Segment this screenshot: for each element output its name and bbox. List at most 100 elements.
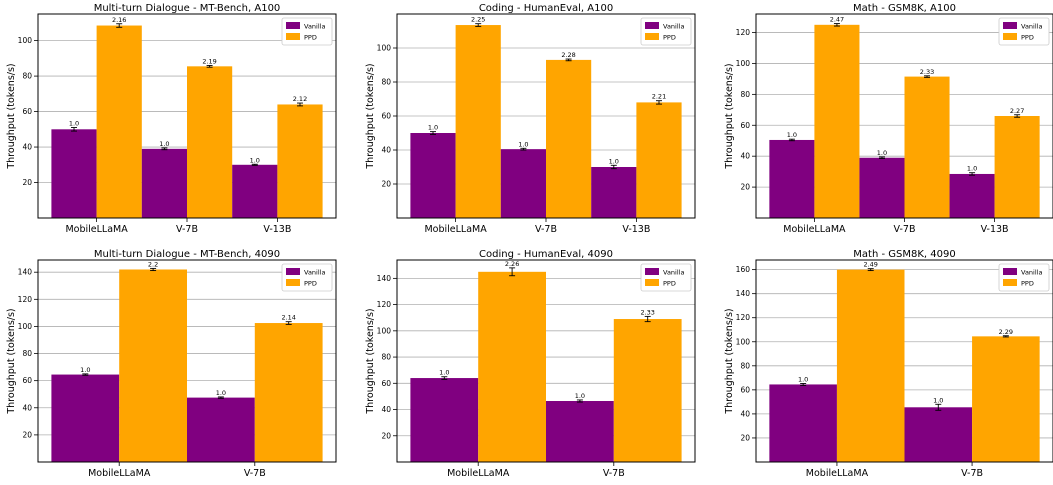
y-tick-label: 100 xyxy=(377,44,392,53)
y-tick-label: 40 xyxy=(22,403,32,412)
y-tick-label: 80 xyxy=(22,349,32,358)
y-tick-label: 120 xyxy=(736,313,751,322)
data-label: 2.26 xyxy=(505,260,519,268)
data-label: 1.0 xyxy=(787,131,797,139)
y-tick-label: 100 xyxy=(736,59,751,68)
bar-vanilla-v-7b xyxy=(141,148,187,218)
y-tick-label: 140 xyxy=(377,274,392,283)
y-tick-label: 60 xyxy=(22,107,32,116)
bar-ppd-mobilellama xyxy=(814,24,860,219)
y-tick-label: 20 xyxy=(740,183,750,192)
y-tick-label: 160 xyxy=(736,265,751,274)
data-label: 2.19 xyxy=(202,57,216,65)
data-label: 1.0 xyxy=(877,149,887,157)
x-tick-label: MobileLLaMA xyxy=(806,468,869,479)
y-tick-label: 60 xyxy=(740,385,750,394)
axes-frame xyxy=(396,259,696,463)
legend-label-ppd: PPD xyxy=(304,280,317,288)
chart-title: Coding - HumanEval, A100 xyxy=(479,3,613,14)
data-label: 1.0 xyxy=(216,389,226,397)
data-label: 1.0 xyxy=(80,366,90,374)
legend-label-vanilla: Vanilla xyxy=(304,269,325,277)
y-axis-label: Throughput (tokens/s) xyxy=(724,308,735,414)
y-tick-label: 120 xyxy=(736,28,751,37)
chart-title: Multi-turn Dialogue - MT-Bench, 4090 xyxy=(94,249,280,260)
legend-label-ppd: PPD xyxy=(663,280,676,288)
data-label: 1.0 xyxy=(967,165,977,173)
data-label: 2.29 xyxy=(999,328,1013,336)
chart-panel-4: 20 40 60 80 100 120 140 1.0 2.2 MobileLLaMA 1.0 2.1… xyxy=(6,249,337,479)
data-label: 2.49 xyxy=(863,261,877,269)
y-tick-label: 100 xyxy=(736,337,751,346)
data-label: 2.21 xyxy=(652,93,666,101)
legend-swatch-ppd xyxy=(645,33,659,40)
bar-ppd-v-7b xyxy=(904,76,950,218)
axes-frame xyxy=(37,259,337,463)
bar-vanilla-v-7b xyxy=(546,401,614,462)
y-tick-label: 60 xyxy=(381,112,391,121)
bar-ppd-v-7b xyxy=(254,323,323,462)
chart-panel-5: 20 40 60 80 100 120 140 1.0 2.26 MobileLLaMA 1.0 2.… xyxy=(365,249,696,479)
y-tick-label: 60 xyxy=(740,121,750,130)
bar-ppd-mobilellama xyxy=(119,269,187,462)
y-tick-label: 60 xyxy=(22,376,32,385)
bar-ppd-v-7b xyxy=(613,319,682,462)
legend-swatch-vanilla xyxy=(286,22,300,29)
bar-vanilla-mobilellama xyxy=(769,384,837,462)
data-label: 1.0 xyxy=(798,375,808,383)
data-label: 2.16 xyxy=(112,16,126,24)
bar-vanilla-v-7b xyxy=(500,149,546,218)
y-tick-label: 40 xyxy=(381,146,391,155)
y-tick-label: 40 xyxy=(381,405,391,414)
chart-title: Coding - HumanEval, 4090 xyxy=(479,249,613,260)
bar-vanilla-mobilellama xyxy=(769,139,815,218)
chart-title: Math - GSM8K, 4090 xyxy=(853,249,955,260)
bar-ppd-v-13b xyxy=(636,102,682,218)
legend-label-vanilla: Vanilla xyxy=(304,23,325,31)
chart-panel-6: 20 40 60 80 100 120 140 160 1.0 2.49 MobileLLaMA 1.… xyxy=(724,249,1053,479)
y-axis-label: Throughput (tokens/s) xyxy=(724,63,735,169)
data-label: 2.28 xyxy=(561,51,575,59)
legend-swatch-ppd xyxy=(1003,33,1017,40)
data-label: 2.27 xyxy=(1010,107,1024,115)
data-label: 1.0 xyxy=(428,124,438,132)
data-label: 1.0 xyxy=(159,140,169,148)
legend-swatch-ppd xyxy=(286,33,300,40)
legend-label-vanilla: Vanilla xyxy=(1021,269,1042,277)
bar-ppd-v-7b xyxy=(187,66,233,218)
bar-ppd-mobilellama xyxy=(478,271,546,462)
bar-ppd-mobilellama xyxy=(455,25,501,218)
legend-swatch-ppd xyxy=(286,279,300,286)
legend-swatch-vanilla xyxy=(1003,22,1017,29)
y-tick-label: 20 xyxy=(22,178,32,187)
x-tick-label: MobileLLaMA xyxy=(783,224,846,235)
data-label: 2.47 xyxy=(830,16,844,24)
x-tick-label: V-7B xyxy=(894,224,916,235)
x-tick-label: V-7B xyxy=(535,224,557,235)
legend-label-ppd: PPD xyxy=(1021,34,1034,42)
bar-vanilla-mobilellama xyxy=(410,133,456,218)
axes-frame xyxy=(396,13,696,219)
y-axis-label: Throughput (tokens/s) xyxy=(365,308,376,414)
bar-ppd-v-7b xyxy=(972,336,1040,462)
bar-ppd-v-13b xyxy=(994,116,1040,218)
y-tick-label: 20 xyxy=(22,430,32,439)
data-label: 2.33 xyxy=(920,68,934,76)
x-tick-label: V-7B xyxy=(961,468,983,479)
data-label: 1.0 xyxy=(518,140,528,148)
bar-vanilla-v-7b xyxy=(859,157,905,218)
axes-frame xyxy=(37,13,337,219)
x-tick-label: V-7B xyxy=(244,468,266,479)
data-label: 1.0 xyxy=(609,157,619,165)
x-tick-label: MobileLLaMA xyxy=(65,224,128,235)
bar-vanilla-mobilellama xyxy=(51,129,97,218)
y-tick-label: 80 xyxy=(381,353,391,362)
data-label: 2.33 xyxy=(640,308,654,316)
x-tick-label: MobileLLaMA xyxy=(88,468,151,479)
data-label: 2.12 xyxy=(293,95,307,103)
legend-label-ppd: PPD xyxy=(304,34,317,42)
legend-label-vanilla: Vanilla xyxy=(663,23,684,31)
bar-ppd-mobilellama xyxy=(836,269,905,462)
y-tick-label: 40 xyxy=(740,409,750,418)
